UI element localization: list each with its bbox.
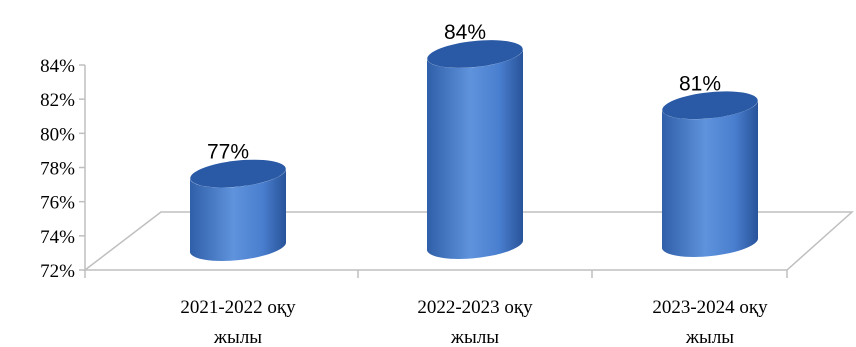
data-label: 77% xyxy=(207,141,249,164)
category-labels: 2021-2022 оқу жылы 2022-2023 оқу жылы 2023-2… xyxy=(180,297,768,347)
bar xyxy=(426,40,523,259)
data-label: 84% xyxy=(444,21,486,44)
bar-body xyxy=(426,50,523,259)
y-tick-label: 82% xyxy=(40,90,75,111)
bar-body xyxy=(189,169,286,261)
y-axis-ticks: 72% 74% 76% 78% 80% 82% 84% xyxy=(40,56,85,282)
x-category-label: 2023-2024 оқу жылы xyxy=(652,297,768,347)
bars xyxy=(189,40,758,261)
data-labels: 77% 84% 81% xyxy=(207,21,721,164)
y-tick-label: 74% xyxy=(40,227,75,248)
x-category-label: 2022-2023 оқу жылы xyxy=(417,297,533,347)
y-tick-label: 72% xyxy=(40,261,75,282)
y-tick-label: 76% xyxy=(40,193,75,214)
bar xyxy=(661,91,758,257)
y-tick-label: 80% xyxy=(40,124,75,145)
bar-body xyxy=(661,101,758,257)
bar-top xyxy=(427,40,523,68)
bar-top xyxy=(662,91,758,120)
x-category-label: 2021-2022 оқу жылы xyxy=(180,297,296,347)
bar xyxy=(189,159,286,261)
y-tick-label: 84% xyxy=(40,56,75,77)
y-tick-label: 78% xyxy=(40,159,75,180)
data-label: 81% xyxy=(679,72,721,95)
chart-floor xyxy=(82,211,854,271)
bar-top xyxy=(190,159,286,188)
